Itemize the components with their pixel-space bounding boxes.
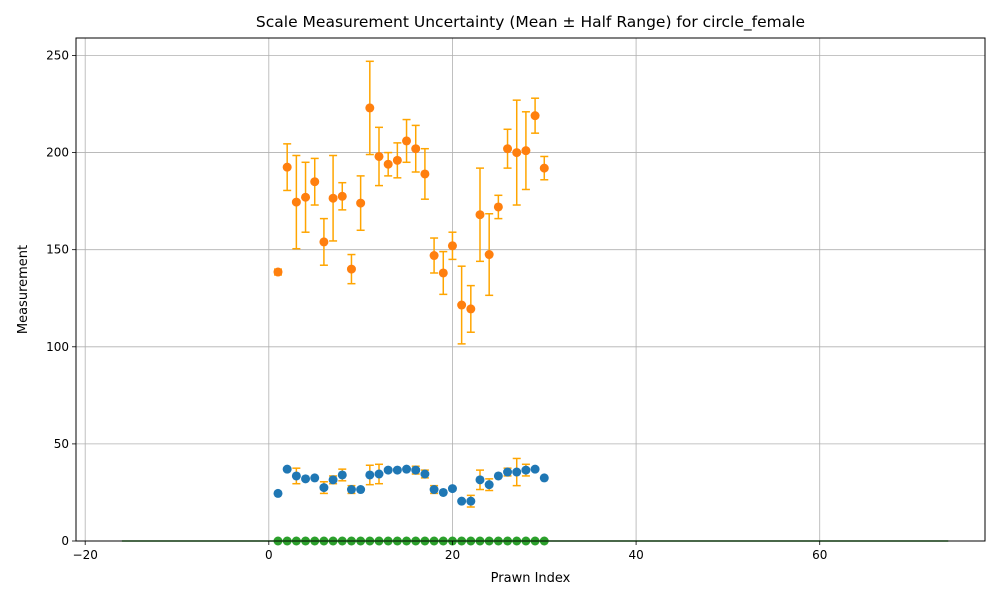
lower-point bbox=[438, 487, 448, 497]
data-layer bbox=[273, 60, 549, 546]
upper-point bbox=[273, 267, 283, 277]
lower-point bbox=[282, 464, 292, 474]
upper-point bbox=[521, 146, 531, 156]
upper-point bbox=[512, 148, 522, 158]
lower-point bbox=[447, 484, 457, 494]
upper-point bbox=[466, 304, 476, 314]
lower-point bbox=[484, 480, 494, 490]
lower-point bbox=[301, 474, 311, 484]
upper-point bbox=[282, 162, 292, 172]
lower-point bbox=[273, 488, 283, 498]
lower-point bbox=[493, 471, 503, 481]
lower-point bbox=[383, 465, 393, 475]
upper-series bbox=[273, 60, 549, 345]
upper-point bbox=[310, 177, 320, 187]
upper-point bbox=[475, 210, 485, 220]
lower-point bbox=[530, 464, 540, 474]
upper-point bbox=[457, 300, 467, 310]
upper-point bbox=[383, 159, 393, 169]
lower-point bbox=[310, 473, 320, 483]
y-tick-label: 50 bbox=[54, 437, 69, 451]
lower-point bbox=[503, 467, 513, 477]
x-tick-label: 20 bbox=[445, 548, 460, 562]
upper-point bbox=[503, 144, 513, 154]
x-tick-label: −20 bbox=[73, 548, 98, 562]
upper-point bbox=[530, 111, 540, 121]
y-tick-label: 0 bbox=[61, 534, 69, 548]
lower-series bbox=[273, 457, 549, 508]
lower-point bbox=[466, 496, 476, 506]
x-tick-label: 60 bbox=[812, 548, 827, 562]
axis-ticks: −20 0 20 40 60 0 50 100 150 200 250 bbox=[46, 48, 827, 562]
lower-point bbox=[512, 467, 522, 477]
lower-point bbox=[392, 465, 402, 475]
y-tick-label: 250 bbox=[46, 48, 69, 62]
lower-point bbox=[346, 485, 356, 495]
upper-point bbox=[402, 136, 412, 146]
baseline-series bbox=[273, 536, 549, 546]
upper-point bbox=[429, 251, 439, 261]
y-tick-label: 100 bbox=[46, 340, 69, 354]
x-axis-label: Prawn Index bbox=[491, 571, 571, 586]
lower-point bbox=[411, 465, 421, 475]
upper-point bbox=[392, 155, 402, 165]
upper-point bbox=[539, 163, 549, 173]
lower-point bbox=[457, 496, 467, 506]
x-tick-label: 0 bbox=[265, 548, 273, 562]
lower-point bbox=[521, 465, 531, 475]
lower-point bbox=[365, 470, 375, 480]
upper-point bbox=[447, 241, 457, 251]
upper-point bbox=[411, 144, 421, 154]
lower-point bbox=[328, 475, 338, 485]
upper-point bbox=[291, 197, 301, 207]
lower-point bbox=[475, 475, 485, 485]
upper-point bbox=[493, 202, 503, 212]
lower-point bbox=[319, 483, 329, 493]
y-tick-label: 200 bbox=[46, 146, 69, 160]
upper-point bbox=[374, 151, 384, 161]
lower-point bbox=[429, 485, 439, 495]
plot-frame bbox=[75, 37, 986, 542]
x-tick-label: 40 bbox=[628, 548, 643, 562]
y-tick-label: 150 bbox=[46, 243, 69, 257]
upper-point bbox=[356, 198, 366, 208]
upper-point bbox=[438, 268, 448, 278]
lower-point bbox=[420, 469, 430, 479]
lower-point bbox=[337, 470, 347, 480]
upper-point bbox=[337, 191, 347, 201]
lower-point bbox=[356, 485, 366, 495]
lower-point bbox=[374, 469, 384, 479]
lower-point bbox=[402, 464, 412, 474]
upper-point bbox=[301, 192, 311, 202]
upper-point bbox=[365, 103, 375, 113]
chart-title: Scale Measurement Uncertainty (Mean ± Ha… bbox=[256, 13, 805, 32]
upper-point bbox=[346, 264, 356, 274]
upper-point bbox=[420, 169, 430, 179]
upper-point bbox=[328, 193, 338, 203]
upper-point bbox=[484, 250, 494, 260]
upper-point bbox=[319, 237, 329, 247]
y-axis-label: Measurement bbox=[16, 245, 31, 334]
lower-point bbox=[539, 473, 549, 483]
lower-point bbox=[291, 471, 301, 481]
